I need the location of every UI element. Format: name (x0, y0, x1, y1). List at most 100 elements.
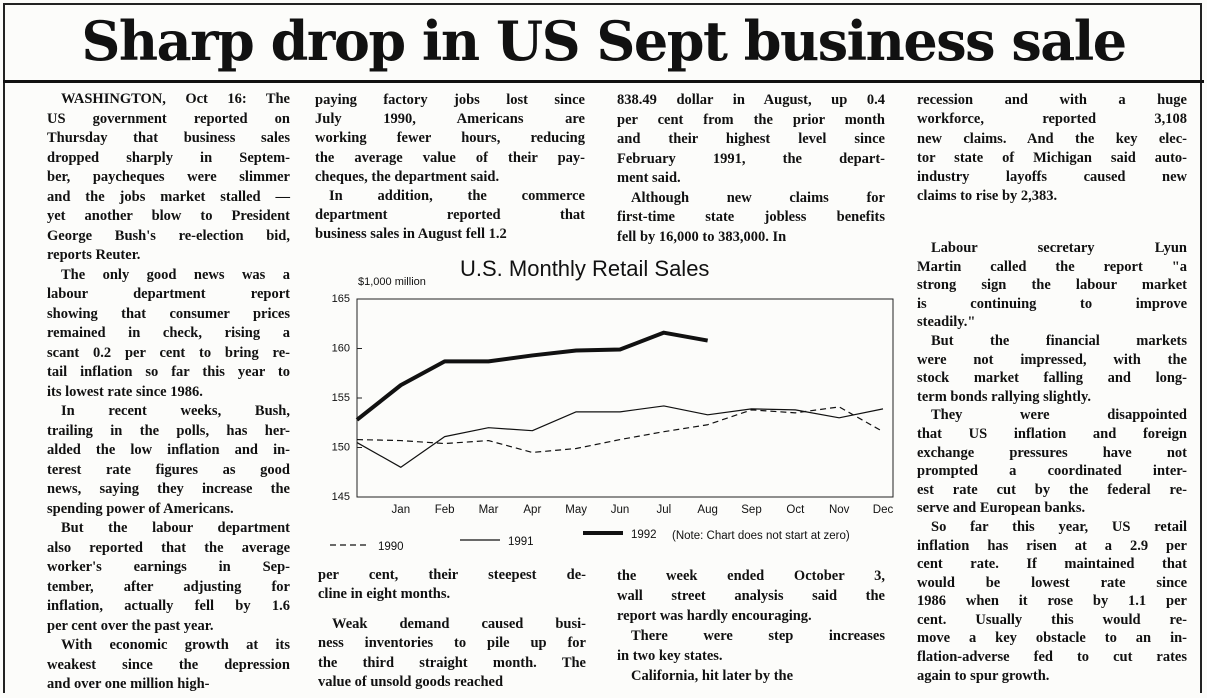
series-line (356, 405, 884, 468)
text-line: new claims. And the key elec- (917, 130, 1187, 147)
text-line: working fewer hours, reducing (315, 130, 585, 147)
text-line: labour department report (47, 286, 290, 302)
text-line: tor state of Michigan said auto- (917, 149, 1187, 166)
x-tick-label: Aug (697, 504, 717, 516)
text-line: and over one million high- (47, 676, 210, 692)
text-line: exchange pressures have not (917, 444, 1187, 461)
text-line: its lowest rate since 1986. (47, 383, 203, 400)
text-line: 1986 when it rose by 1.1 per (917, 593, 1187, 610)
x-tick-label: Jan (392, 504, 411, 516)
text-line: inflation has risen at a 2.9 per (917, 537, 1187, 554)
text-line: spending power of Americans. (47, 500, 234, 517)
text-line: cline in eight months. (318, 586, 451, 602)
text-line: scant 0.2 per cent to bring re- (47, 344, 290, 361)
column-block: 838.49 dollar in August, up 0.4 per cent … (617, 91, 885, 247)
text-line: Martin called the report "a (917, 258, 1187, 275)
column-block: Labour secretary Lyun Martin called the r… (917, 239, 1187, 685)
text-line: flation-adverse fed to cut rates (917, 649, 1187, 666)
y-tick-label: 165 (332, 293, 350, 305)
headline-rule (3, 80, 1204, 83)
series-line (356, 406, 884, 454)
text-line: worker's earnings in Sep- (47, 559, 290, 575)
text-line: business sales in August fell 1.2 (315, 226, 507, 243)
text-line: per cent over the past year. (47, 617, 214, 634)
text-line: tember, after adjusting for (47, 578, 290, 595)
column-block: paying factory jobs lost since July 1990,… (315, 91, 585, 245)
text-line: US government reported on (47, 110, 290, 127)
text-line: workforce, reported 3,108 (917, 111, 1187, 128)
text-line: move a key obstacle to an in- (917, 630, 1187, 647)
text-line: fell by 16,000 to 383,000. In (617, 228, 787, 245)
x-tick-label: Dec (873, 504, 894, 516)
text-line: alded the low inflation and in- (47, 442, 290, 458)
text-line: report was hardly encouraging. (617, 608, 812, 624)
text-line: In recent weeks, Bush, (61, 403, 290, 419)
text-line: George Bush's re-election bid, (47, 227, 290, 244)
text-line: paying factory jobs lost since (315, 92, 585, 108)
text-line: So far this year, US retail (931, 518, 1187, 535)
text-line: inflation, actually fell by 1.6 (47, 598, 290, 614)
text-line: February 1991, the depart- (617, 150, 885, 167)
x-tick-label: Oct (786, 504, 805, 516)
text-line: first-time state jobless benefits (617, 209, 885, 225)
text-line: tail inflation so far this year to (47, 364, 290, 380)
text-line: and the jobs market stalled — (47, 188, 290, 205)
text-line: terest rate figures as good (47, 461, 290, 478)
text-line: in two key states. (617, 648, 723, 664)
x-tick-label: Mar (479, 504, 499, 516)
chart-note: (Note: Chart does not start at zero) (672, 530, 850, 542)
text-line: serve and European banks. (917, 500, 1086, 517)
text-line: steadily." (917, 314, 976, 331)
chart-title: U.S. Monthly Retail Sales (460, 256, 709, 281)
column-block: per cent, their steepest de-cline in eig… (318, 566, 586, 604)
text-line: There were step increases (631, 628, 885, 644)
x-tick-label: Jul (656, 504, 671, 516)
text-line: and their highest level since (617, 131, 885, 147)
legend-label: 1990 (378, 541, 404, 553)
text-line: would be lowest rate since (917, 574, 1187, 591)
series-line (355, 330, 709, 422)
frame (3, 3, 1202, 693)
text-line: the average value of their pay- (315, 149, 585, 166)
text-line: ment said. (617, 170, 681, 186)
text-line: The only good news was a (61, 266, 290, 283)
x-tick-label: Apr (523, 504, 541, 516)
x-tick-label: Sep (741, 504, 761, 516)
x-tick-label: Feb (435, 504, 455, 516)
text-line: strong sign the labour market (917, 277, 1187, 294)
text-line: They were disappointed (931, 407, 1187, 424)
column-block: WASHINGTON, Oct 16: The US government rep… (47, 90, 290, 695)
text-line: WASHINGTON, Oct 16: The (61, 91, 290, 107)
text-line: 838.49 dollar in August, up 0.4 (617, 92, 885, 108)
text-line: ness inventories to pile up for (318, 635, 586, 652)
x-tick-label: Jun (611, 504, 630, 516)
y-axis-label: $1,000 million (358, 276, 426, 288)
text-line: again to spur growth. (917, 667, 1050, 684)
text-line: But the labour department (61, 520, 290, 536)
y-tick-label: 155 (332, 392, 350, 404)
text-line: news, saying they increase the (47, 481, 290, 497)
text-line: cent rate. If maintained that (917, 556, 1187, 573)
y-tick-label: 145 (332, 491, 350, 503)
text-line: Weak demand caused busi- (332, 616, 586, 632)
text-line: July 1990, Americans are (315, 111, 585, 128)
text-line: trailing in the polls, has her- (47, 422, 290, 439)
column-block: the week ended October 3, wall street ana… (617, 566, 885, 686)
y-tick-label: 150 (332, 441, 350, 453)
text-line: ber, paycheques were slimmer (47, 169, 290, 185)
text-line: But the financial markets (931, 332, 1187, 349)
y-tick-label: 160 (332, 342, 350, 354)
text-line: reports Reuter. (47, 247, 141, 263)
text-line: were not impressed, with the (917, 351, 1187, 368)
text-line: the third straight month. The (318, 654, 586, 671)
headline: Sharp drop in US Sept business sale (81, 9, 1127, 73)
text-line: Although new claims for (631, 189, 885, 206)
text-line: department reported that (315, 207, 585, 224)
text-line: the week ended October 3, (617, 568, 885, 584)
text-line: yet another blow to President (47, 208, 290, 224)
text-line: Thursday that business sales (47, 130, 290, 146)
legend-label: 1991 (508, 536, 534, 548)
text-line: weakest since the depression (47, 656, 290, 673)
